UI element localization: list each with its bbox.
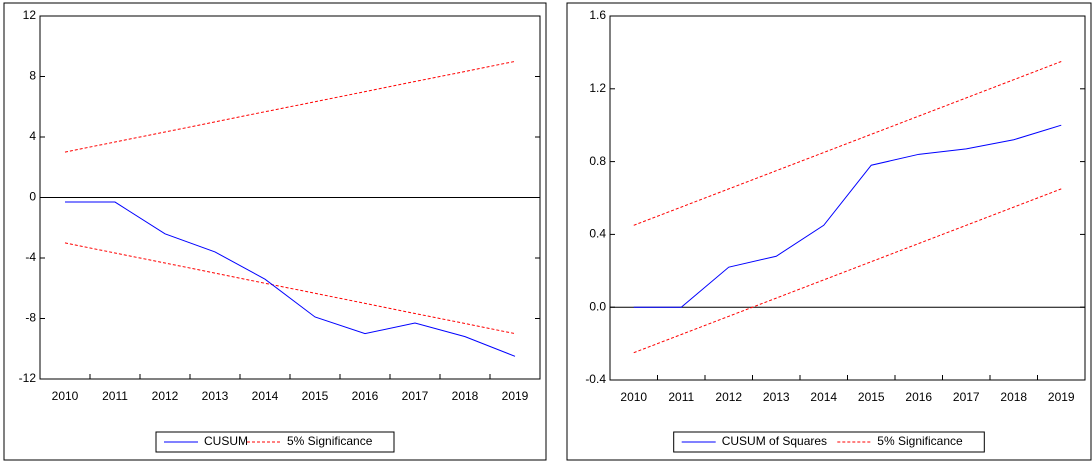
legend-box <box>673 431 985 453</box>
upper-band <box>633 61 1062 226</box>
x-tick-label: 2018 <box>452 389 479 403</box>
series-line <box>633 124 1062 308</box>
series-line <box>65 201 516 357</box>
x-tick-label: 2010 <box>620 390 647 404</box>
plot-area <box>609 15 1086 381</box>
x-tick-label: 2013 <box>763 390 790 404</box>
x-tick-label: 2015 <box>858 390 885 404</box>
legend-label: 5% Significance <box>287 434 373 448</box>
lower-band <box>633 188 1062 354</box>
y-tick-label: 12 <box>23 8 37 22</box>
x-tick-label: 2014 <box>252 389 279 403</box>
y-tick-label: 1.2 <box>589 81 606 95</box>
x-tick-label: 2013 <box>202 389 229 403</box>
y-tick-label: 1.6 <box>589 8 606 22</box>
y-tick-label: -8 <box>25 311 36 325</box>
y-tick-label: 8 <box>29 69 36 83</box>
x-tick-label: 2011 <box>668 390 694 404</box>
x-tick-label: 2010 <box>52 389 79 403</box>
x-tick-label: 2016 <box>905 390 932 404</box>
x-tick-label: 2017 <box>402 389 429 403</box>
y-tick-label: 0.4 <box>589 227 606 241</box>
x-tick-label: 2012 <box>152 389 179 403</box>
y-tick-label: -0.4 <box>585 372 606 386</box>
y-tick-label: 4 <box>29 129 36 143</box>
y-tick-label: 0 <box>29 190 36 204</box>
x-tick-label: 2014 <box>810 390 837 404</box>
lower-band <box>64 242 516 335</box>
chart-frame <box>566 2 1092 461</box>
x-tick-label: 2019 <box>502 389 529 403</box>
legend-label: CUSUM of Squares <box>722 434 827 448</box>
chart-frame <box>3 2 547 461</box>
x-tick-label: 2012 <box>715 390 742 404</box>
y-tick-label: 0.0 <box>589 299 606 313</box>
y-tick-label: -4 <box>25 250 36 264</box>
x-tick-label: 2017 <box>953 390 980 404</box>
x-tick-label: 2019 <box>1048 390 1075 404</box>
legend-label: 5% Significance <box>877 434 963 448</box>
x-tick-label: 2016 <box>352 389 379 403</box>
x-tick-label: 2018 <box>1000 390 1027 404</box>
y-tick-label: -12 <box>19 371 37 385</box>
legend-label: CUSUM <box>204 434 248 448</box>
x-tick-label: 2015 <box>302 389 329 403</box>
x-tick-label: 2011 <box>102 389 128 403</box>
upper-band <box>64 60 516 153</box>
y-tick-label: 0.8 <box>589 154 606 168</box>
